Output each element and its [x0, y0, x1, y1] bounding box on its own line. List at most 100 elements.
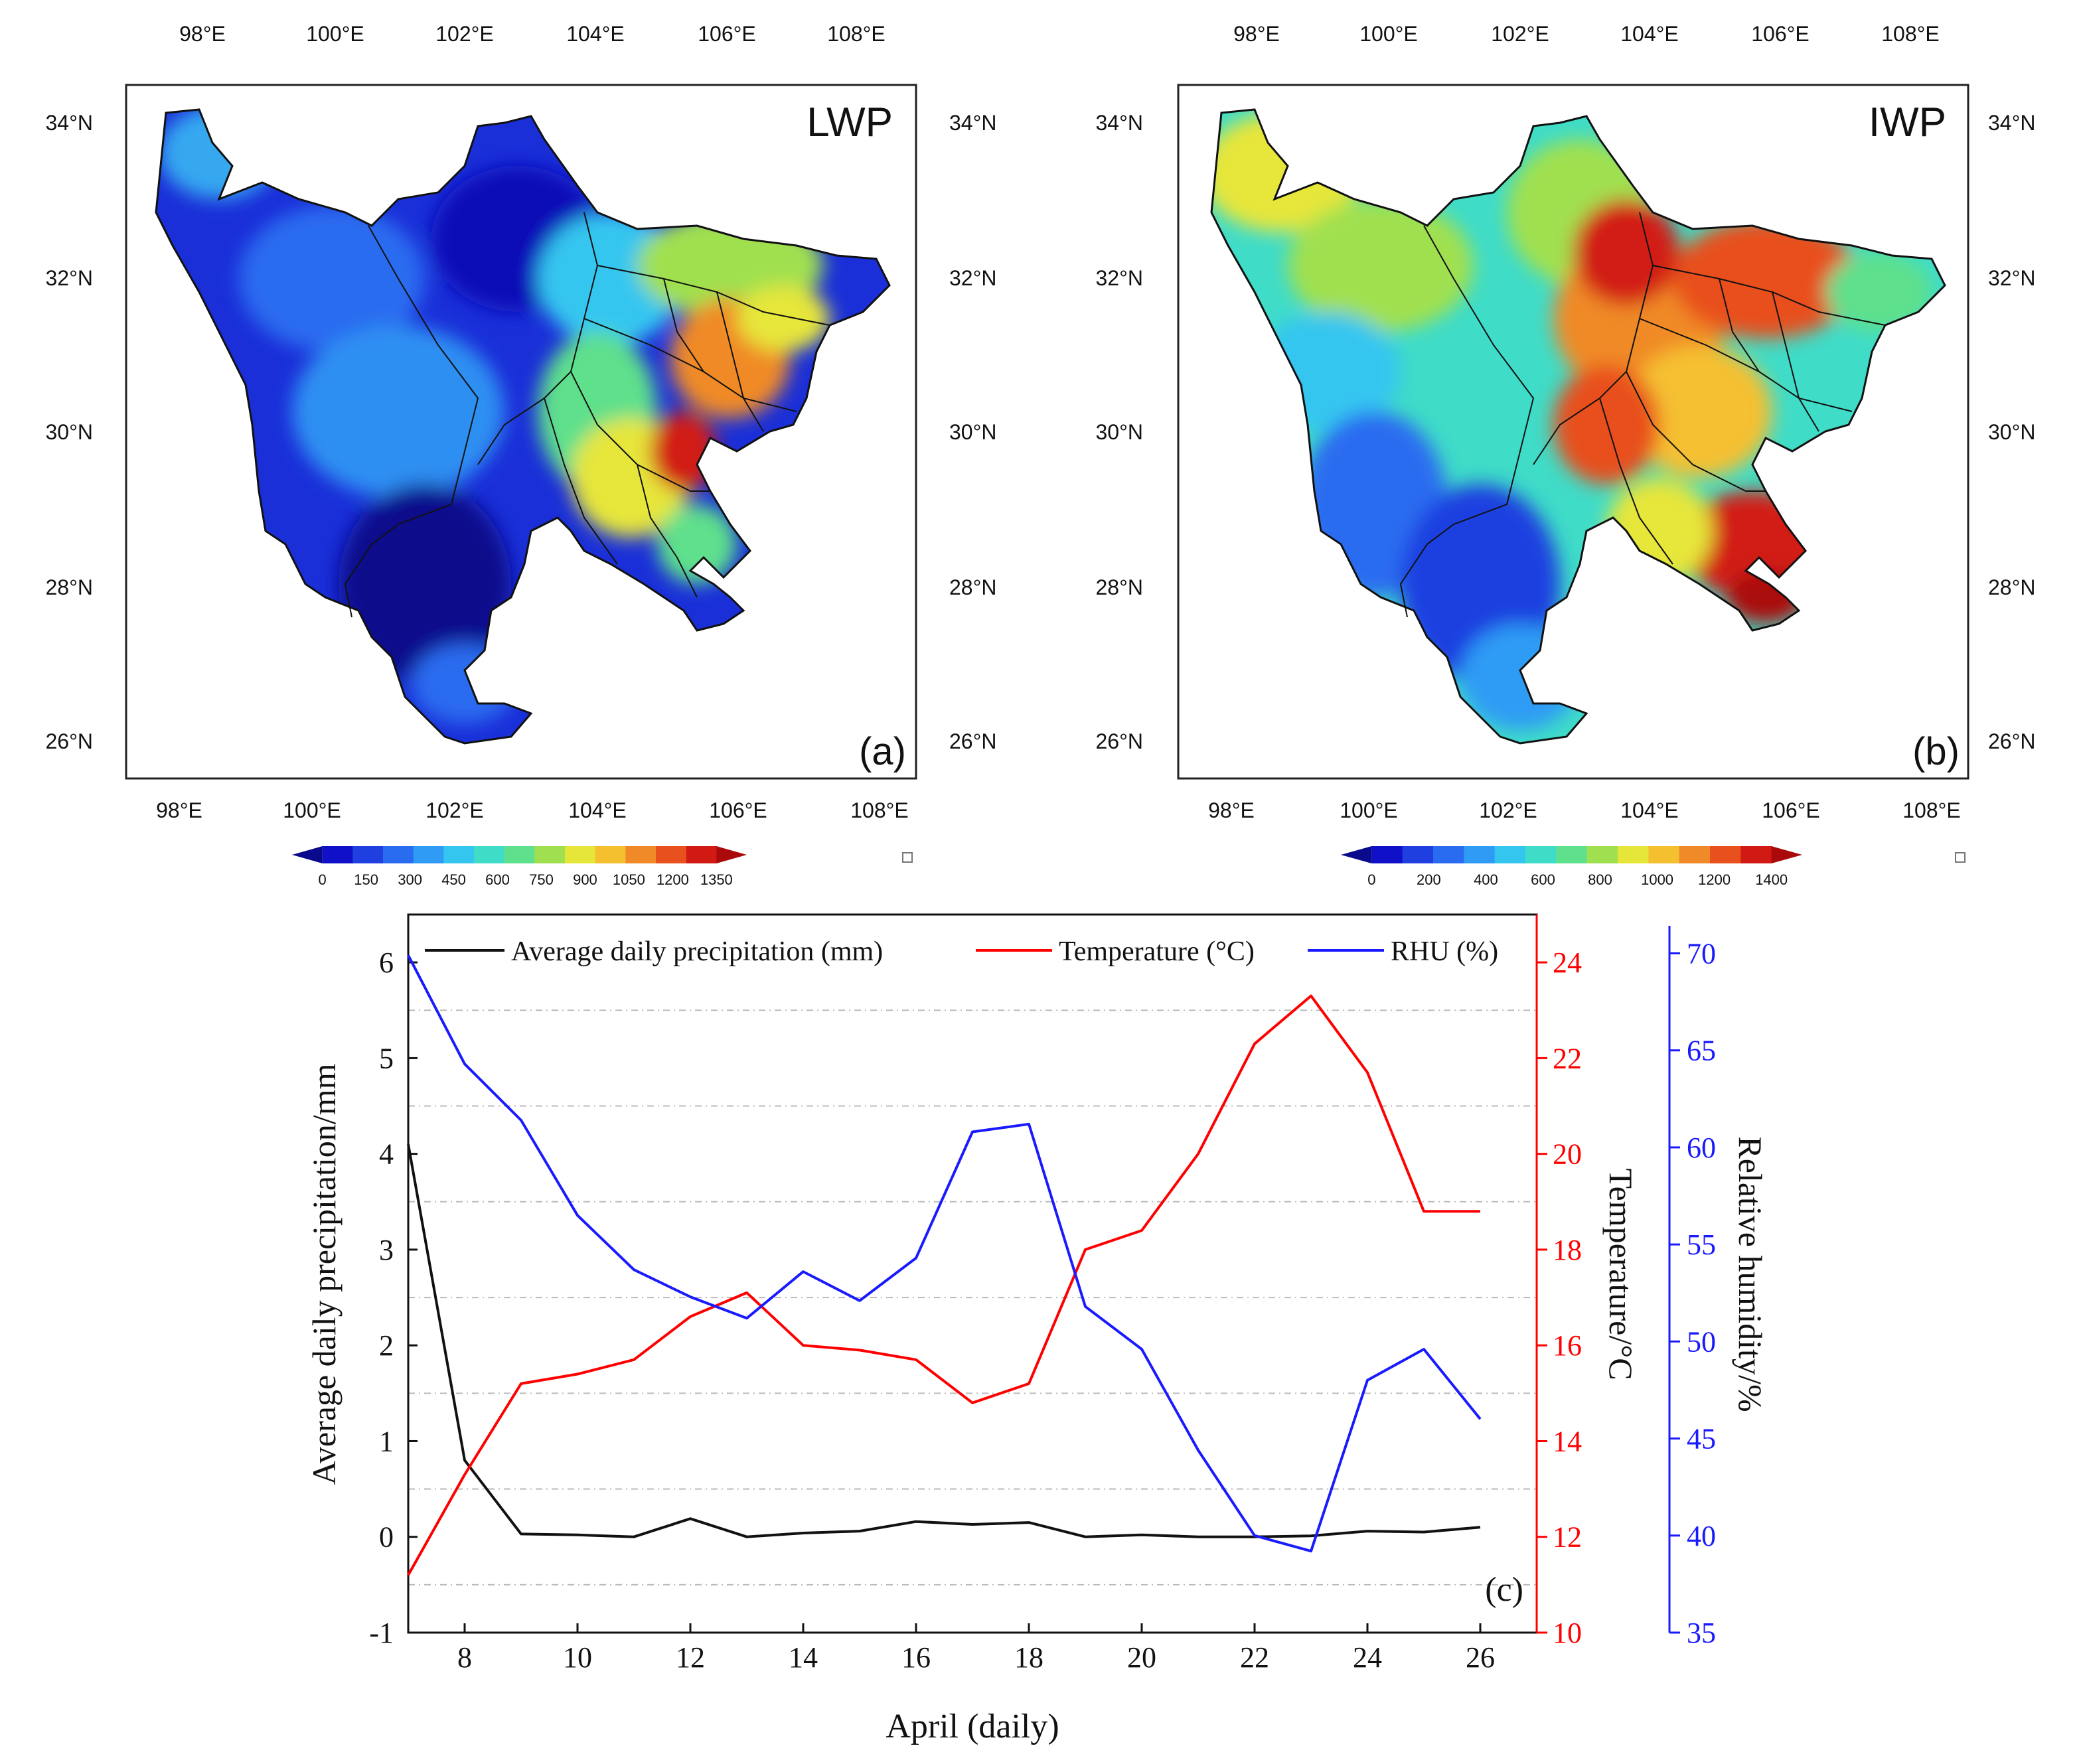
temperature-axis-ticks: 10 12 14 16 18 20 22 24 — [1535, 915, 1582, 1649]
temperature-tick-label: 24 — [1553, 946, 1582, 979]
lat-right-ticks-b: 34°N 32°N 30°N 28°N 26°N — [1988, 111, 2036, 753]
colorbar-swatch — [1648, 846, 1680, 863]
lat-tick-left: 30°N — [46, 420, 94, 444]
lat-tick-left: 34°N — [46, 111, 94, 135]
x-axis-title: April (daily) — [886, 1708, 1059, 1745]
map-title-a: LWP — [807, 100, 893, 145]
province-outline-b — [1210, 108, 1946, 745]
temperature-tick-label: 12 — [1553, 1521, 1582, 1554]
colorbar-swatch — [716, 846, 747, 863]
humidity-tick-label: 60 — [1687, 1132, 1716, 1164]
lon-tick-top: 102°E — [435, 22, 494, 46]
lon-tick-top: 104°E — [566, 22, 625, 46]
lon-tick-bottom: 98°E — [1208, 798, 1255, 822]
lon-bottom-ticks-a: 98°E 100°E 102°E 104°E 106°E 108°E — [156, 798, 909, 822]
colorbar-swatch — [352, 846, 384, 863]
lon-tick-top: 108°E — [1881, 22, 1940, 46]
lat-tick-right: 28°N — [1988, 575, 2036, 599]
lon-tick-bottom: 104°E — [1620, 798, 1679, 822]
lat-tick-right: 26°N — [1988, 729, 2036, 753]
legend-label-temperature: Temperature (°C) — [1059, 936, 1255, 967]
colorbar-label: 900 — [573, 871, 597, 888]
map-title-b: IWP — [1869, 100, 1946, 145]
humidity-tick-label: 45 — [1687, 1423, 1716, 1455]
x-tick-label: 18 — [1014, 1641, 1043, 1674]
lon-tick-bottom: 108°E — [1902, 798, 1961, 822]
colorbar-swatches — [1341, 846, 1802, 863]
colorbar-label: 600 — [485, 871, 510, 888]
lat-tick-right: 34°N — [949, 111, 997, 135]
colorbar-swatch — [1586, 846, 1618, 863]
colorbar-label: 400 — [1474, 871, 1498, 888]
x-tick-label: 12 — [676, 1641, 705, 1674]
colorbar-label: 800 — [1588, 871, 1612, 888]
colorbar-b: 0 200 400 600 800 1000 1200 1400 — [1341, 846, 1802, 888]
left-axis-ticks: -1 0 1 2 3 4 5 6 — [369, 946, 418, 1649]
colorbar-swatch — [1341, 846, 1372, 863]
prefecture-borders-b — [1399, 212, 1886, 618]
lon-tick-bottom: 102°E — [1479, 798, 1537, 822]
colorbar-swatch — [322, 846, 353, 863]
left-tick-label: 3 — [379, 1234, 394, 1266]
colorbar-label: 600 — [1531, 871, 1555, 888]
temperature-tick-label: 22 — [1553, 1042, 1582, 1074]
lon-tick-bottom: 100°E — [1340, 798, 1398, 822]
colorbar-swatch — [1464, 846, 1496, 863]
lat-right-ticks-a: 34°N 32°N 30°N 28°N 26°N — [949, 111, 997, 753]
colorbar-swatches — [292, 846, 747, 863]
legend: Average daily precipitation (mm) Tempera… — [425, 936, 1498, 967]
left-tick-label: 4 — [379, 1138, 394, 1171]
colorbar-swatch — [1402, 846, 1434, 863]
colorbar-swatch — [383, 846, 414, 863]
colorbar-label: 1000 — [1641, 871, 1673, 888]
temperature-tick-label: 14 — [1553, 1425, 1582, 1457]
x-tick-label: 20 — [1127, 1641, 1156, 1674]
map-panel-a: 98°E 100°E 102°E 104°E 106°E 108°E 98°E … — [46, 22, 997, 888]
lon-tick-top: 100°E — [1359, 22, 1418, 46]
lat-tick-left: 28°N — [46, 575, 94, 599]
lat-tick-right: 28°N — [949, 575, 997, 599]
lat-tick-left: 30°N — [1096, 420, 1144, 444]
x-tick-label: 22 — [1240, 1641, 1269, 1674]
colorbar-swatch — [1525, 846, 1557, 863]
colorbar-swatch — [474, 846, 505, 863]
panel-label-c: (c) — [1485, 1571, 1523, 1609]
lat-tick-right: 30°N — [949, 420, 997, 444]
lat-left-ticks-a: 34°N 32°N 30°N 28°N 26°N — [46, 111, 94, 753]
colorbar-swatch — [1433, 846, 1464, 863]
series-lines — [407, 954, 1482, 1576]
humidity-line — [407, 954, 1482, 1553]
lon-tick-bottom: 98°E — [156, 798, 202, 822]
colorbar-swatch — [565, 846, 596, 863]
small-square-marker — [902, 852, 913, 863]
prefecture-borders-a — [344, 212, 830, 618]
left-tick-label: 5 — [379, 1042, 394, 1074]
humidity-tick-label: 65 — [1687, 1035, 1716, 1067]
temperature-line — [407, 994, 1480, 1576]
province-outline-a — [155, 108, 891, 745]
colorbar-label: 0 — [1367, 871, 1375, 888]
lon-top-ticks-b: 98°E 100°E 102°E 104°E 106°E 108°E — [1233, 22, 1940, 46]
legend-label-precipitation: Average daily precipitation (mm) — [511, 936, 883, 967]
colorbar-swatch — [1710, 846, 1741, 863]
colorbar-swatch — [1679, 846, 1711, 863]
temperature-tick-label: 16 — [1553, 1329, 1582, 1362]
lat-tick-right: 30°N — [1988, 420, 2036, 444]
humidity-tick-label: 55 — [1687, 1228, 1716, 1261]
temperature-tick-label: 10 — [1553, 1617, 1582, 1649]
colorbar-swatch — [504, 846, 535, 863]
colorbar-label: 1200 — [656, 871, 689, 888]
lat-tick-left: 26°N — [1096, 729, 1144, 753]
legend-label-rhu: RHU (%) — [1391, 936, 1498, 967]
precipitation-line — [407, 1143, 1481, 1538]
colorbar-label: 150 — [354, 871, 378, 888]
panel-label-b: (b) — [1912, 730, 1960, 773]
colorbar-swatch — [656, 846, 687, 863]
humidity-tick-label: 50 — [1687, 1325, 1716, 1358]
colorbar-labels: 0 200 400 600 800 1000 1200 1400 — [1367, 871, 1788, 888]
left-tick-label: 6 — [379, 946, 394, 979]
small-square-marker — [1955, 852, 1966, 863]
humidity-axis-title: Relative humidity/% — [1732, 1136, 1769, 1412]
lon-tick-top: 100°E — [306, 22, 364, 46]
